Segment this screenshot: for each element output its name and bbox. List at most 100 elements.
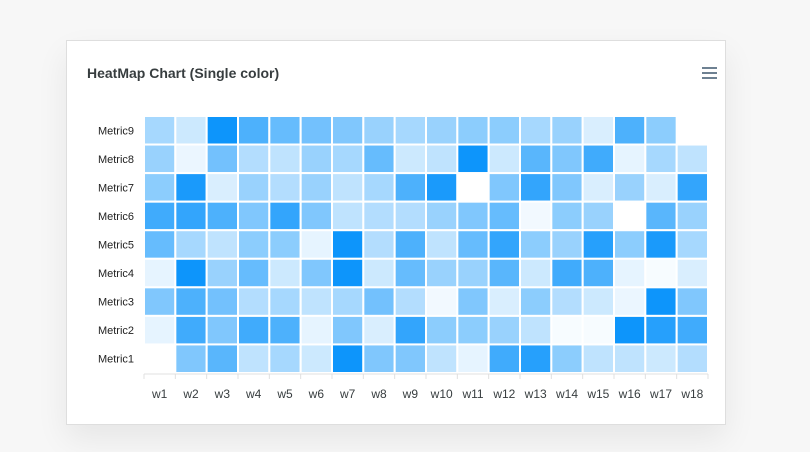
heatmap-cell[interactable] (268, 343, 302, 375)
heatmap-cell[interactable] (393, 314, 427, 346)
heatmap-cell[interactable] (331, 115, 365, 146)
heatmap-cell[interactable] (237, 314, 271, 346)
heatmap-cell[interactable] (581, 200, 616, 232)
hamburger-menu-icon[interactable] (699, 64, 721, 82)
heatmap-cell[interactable] (519, 200, 553, 232)
heatmap-cell[interactable] (644, 115, 678, 146)
heatmap-cell[interactable] (268, 115, 302, 146)
heatmap-cell[interactable] (456, 143, 490, 175)
heatmap-cell[interactable] (487, 229, 521, 260)
heatmap-cell[interactable] (205, 343, 240, 375)
heatmap-cell[interactable] (456, 172, 490, 203)
heatmap-cell[interactable] (425, 257, 459, 289)
heatmap-cell[interactable] (425, 343, 459, 375)
heatmap-cell[interactable] (174, 172, 208, 203)
heatmap-cell[interactable] (362, 257, 396, 289)
heatmap-cell[interactable] (299, 143, 333, 175)
heatmap-cell[interactable] (205, 286, 240, 317)
heatmap-cell[interactable] (205, 314, 240, 346)
heatmap-cell[interactable] (268, 229, 302, 260)
heatmap-cell[interactable] (425, 143, 459, 175)
heatmap-cell[interactable] (143, 286, 177, 317)
heatmap-cell[interactable] (550, 257, 584, 289)
heatmap-cell[interactable] (581, 286, 616, 317)
heatmap-cell[interactable] (331, 229, 365, 260)
heatmap-cell[interactable] (487, 286, 521, 317)
heatmap-cell[interactable] (581, 115, 616, 146)
heatmap-cell[interactable] (550, 343, 584, 375)
heatmap-cell[interactable] (613, 200, 647, 232)
heatmap-cell[interactable] (581, 143, 616, 175)
heatmap-cell[interactable] (456, 229, 490, 260)
heatmap-cell[interactable] (237, 343, 271, 375)
heatmap-cell[interactable] (143, 200, 177, 232)
heatmap-cell[interactable] (362, 172, 396, 203)
heatmap-cell[interactable] (456, 115, 490, 146)
heatmap-cell[interactable] (331, 172, 365, 203)
heatmap-cell[interactable] (362, 314, 396, 346)
heatmap-cell[interactable] (456, 200, 490, 232)
heatmap-cell[interactable] (425, 229, 459, 260)
heatmap-cell[interactable] (393, 200, 427, 232)
heatmap-cell[interactable] (644, 343, 678, 375)
heatmap-cell[interactable] (143, 229, 177, 260)
heatmap-cell[interactable] (675, 286, 710, 317)
heatmap-cell[interactable] (205, 115, 240, 146)
heatmap-cell[interactable] (550, 314, 584, 346)
heatmap-cell[interactable] (143, 172, 177, 203)
heatmap-cell[interactable] (581, 314, 616, 346)
heatmap-cell[interactable] (581, 172, 616, 203)
heatmap-cell[interactable] (456, 343, 490, 375)
heatmap-cell[interactable] (299, 200, 333, 232)
heatmap-cell[interactable] (644, 143, 678, 175)
heatmap-cell[interactable] (299, 172, 333, 203)
heatmap-cell[interactable] (143, 115, 177, 146)
heatmap-cell[interactable] (425, 115, 459, 146)
heatmap-cell[interactable] (237, 200, 271, 232)
heatmap-cell[interactable] (299, 115, 333, 146)
heatmap-cell[interactable] (613, 286, 647, 317)
heatmap-cell[interactable] (550, 200, 584, 232)
heatmap-cell[interactable] (393, 286, 427, 317)
heatmap-cell[interactable] (143, 143, 177, 175)
heatmap-cell[interactable] (237, 172, 271, 203)
heatmap-cell[interactable] (550, 286, 584, 317)
heatmap-cell[interactable] (143, 343, 177, 375)
heatmap-cell[interactable] (237, 257, 271, 289)
heatmap-cell[interactable] (205, 257, 240, 289)
heatmap-cell[interactable] (675, 257, 710, 289)
heatmap-cell[interactable] (487, 172, 521, 203)
heatmap-cell[interactable] (331, 257, 365, 289)
heatmap-cell[interactable] (519, 143, 553, 175)
heatmap-cell[interactable] (675, 229, 710, 260)
heatmap-cell[interactable] (237, 286, 271, 317)
heatmap-cell[interactable] (393, 343, 427, 375)
heatmap-cell[interactable] (174, 314, 208, 346)
heatmap-cell[interactable] (487, 115, 521, 146)
heatmap-cell[interactable] (487, 143, 521, 175)
heatmap-cell[interactable] (362, 143, 396, 175)
heatmap-cell[interactable] (331, 343, 365, 375)
heatmap-cell[interactable] (268, 257, 302, 289)
heatmap-cell[interactable] (425, 314, 459, 346)
heatmap-cell[interactable] (519, 115, 553, 146)
heatmap-cell[interactable] (299, 229, 333, 260)
heatmap-cell[interactable] (205, 143, 240, 175)
heatmap-cell[interactable] (362, 286, 396, 317)
heatmap-cell[interactable] (456, 314, 490, 346)
heatmap-cell[interactable] (644, 257, 678, 289)
heatmap-cell[interactable] (331, 286, 365, 317)
heatmap-cell[interactable] (237, 143, 271, 175)
heatmap-cell[interactable] (393, 229, 427, 260)
heatmap-cell[interactable] (393, 115, 427, 146)
heatmap-cell[interactable] (362, 343, 396, 375)
heatmap-cell[interactable] (550, 143, 584, 175)
heatmap-cell[interactable] (581, 229, 616, 260)
heatmap-cell[interactable] (393, 172, 427, 203)
heatmap-cell[interactable] (581, 257, 616, 289)
heatmap-cell[interactable] (237, 229, 271, 260)
heatmap-cell[interactable] (550, 229, 584, 260)
heatmap-cell[interactable] (268, 200, 302, 232)
heatmap-cell[interactable] (174, 115, 208, 146)
heatmap-cell[interactable] (362, 200, 396, 232)
